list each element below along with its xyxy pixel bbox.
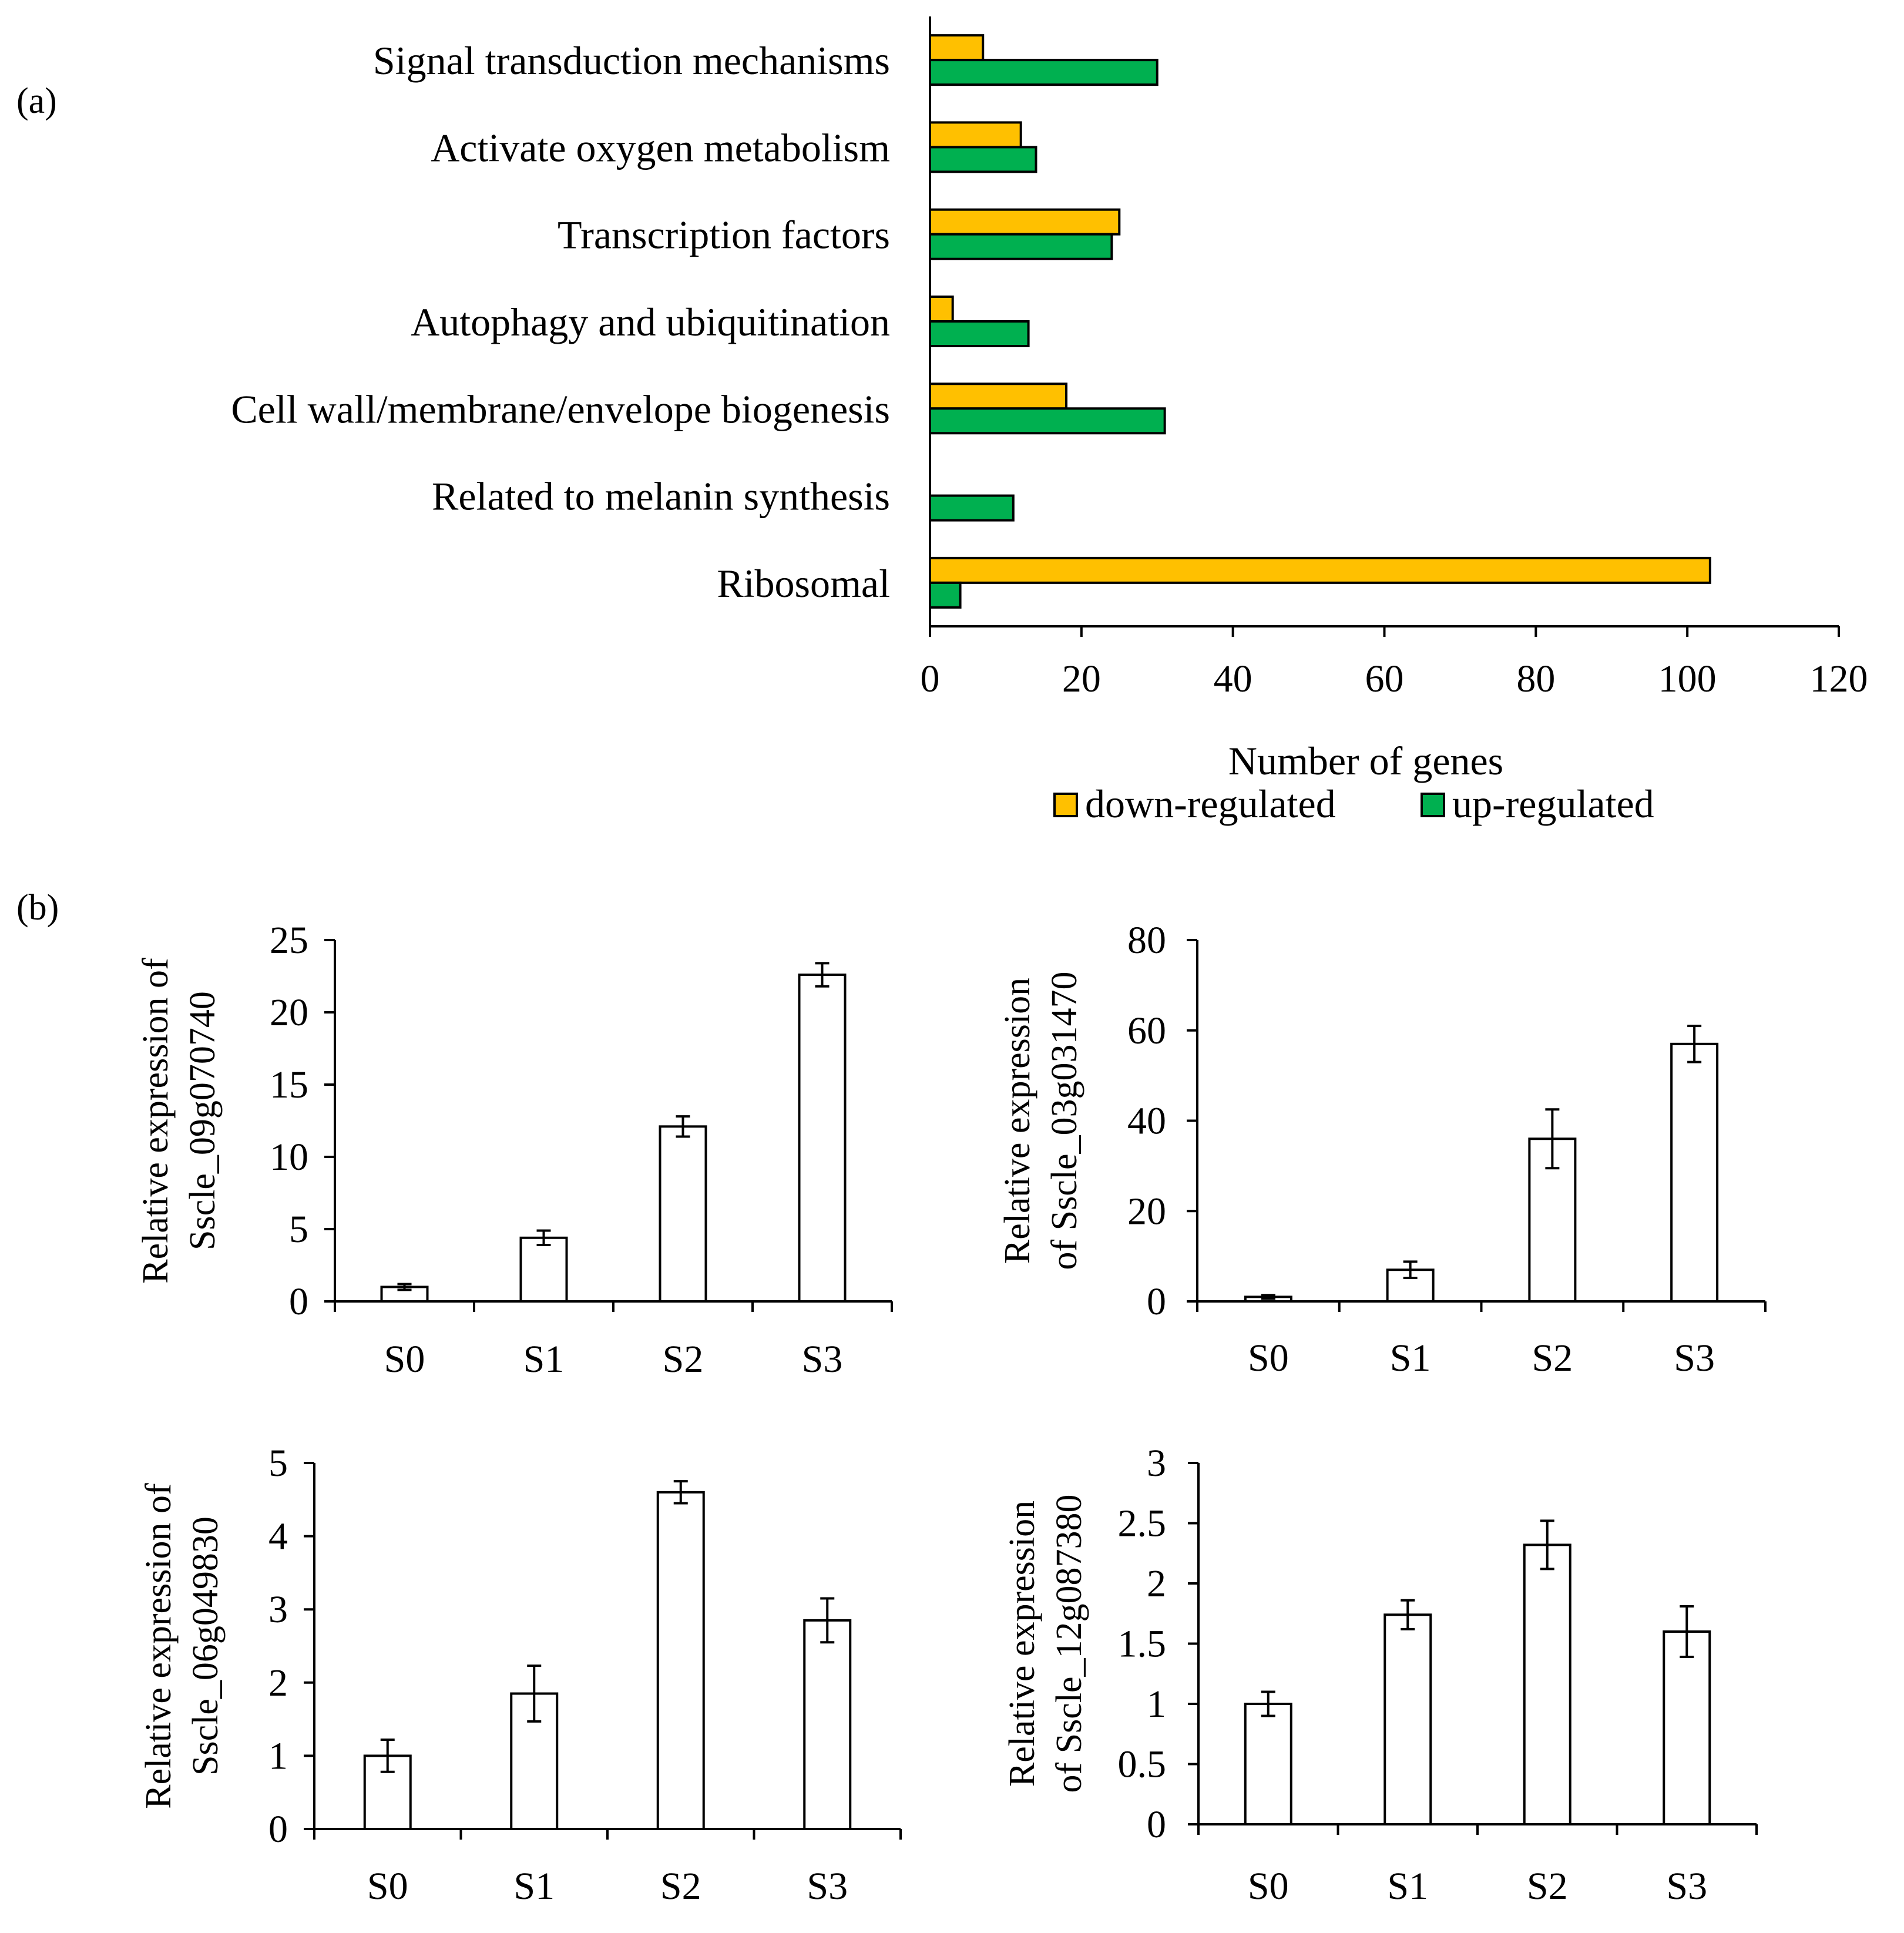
x-tick-label: S0 xyxy=(1248,1337,1289,1380)
y-tick-label: 15 xyxy=(270,1063,308,1106)
expression-chart-06g049830: 0 1 2 3 4 5 S0 S1 S2 S3 Relative expression of Sscl… xyxy=(139,1442,902,1908)
bar-up-regulated xyxy=(929,407,1166,435)
y-tick-label: 40 xyxy=(1127,1100,1166,1143)
x-tick-label: S1 xyxy=(513,1865,555,1908)
x-tick-label: S1 xyxy=(1387,1865,1428,1908)
y-axis-title: Relative expression xyxy=(998,978,1037,1264)
y-axis-title: of Sscle_12g087380 xyxy=(1049,1494,1089,1793)
x-tick-label: 80 xyxy=(1516,657,1555,700)
y-tick-label: 4 xyxy=(268,1515,288,1558)
y-axis-title: Relative expression of xyxy=(136,958,176,1284)
category-label: Transcription factors xyxy=(558,213,890,257)
y-axis-title: of Sscle_03g031470 xyxy=(1045,971,1084,1270)
x-tick-label: 100 xyxy=(1658,657,1717,700)
x-tick-label: 60 xyxy=(1365,657,1404,700)
bar xyxy=(803,1619,852,1830)
bar xyxy=(1670,1042,1719,1303)
y-tick-label: 2 xyxy=(268,1662,288,1704)
y-tick-label: 2 xyxy=(1147,1562,1166,1605)
bar-down-regulated xyxy=(929,556,1711,584)
x-tick-label: S3 xyxy=(807,1865,848,1908)
y-axis-title: Relative expression of xyxy=(139,1483,179,1809)
legend-swatch xyxy=(1421,793,1445,817)
y-tick-label: 0 xyxy=(289,1280,308,1323)
category-label: Related to melanin synthesis xyxy=(432,474,890,519)
bar-up-regulated xyxy=(929,146,1037,173)
y-tick-label: 5 xyxy=(289,1208,308,1251)
bar xyxy=(1523,1543,1571,1825)
y-tick-label: 20 xyxy=(1127,1190,1166,1233)
y-tick-label: 3 xyxy=(1147,1442,1166,1485)
y-tick-label: 10 xyxy=(270,1136,308,1179)
y-axis-title: Sscle_09g070740 xyxy=(183,991,223,1250)
y-tick-label: 1 xyxy=(1147,1683,1166,1726)
y-tick-label: 80 xyxy=(1127,919,1166,962)
x-tick-label: S2 xyxy=(1532,1337,1573,1380)
legend-label: down-regulated xyxy=(1085,781,1336,826)
y-tick-label: 0 xyxy=(268,1808,288,1851)
expression-chart-03g031470: 0 20 40 60 80 S0 S1 S2 S3 Relative expression of S… xyxy=(998,919,1767,1380)
y-tick-label: 0.5 xyxy=(1118,1743,1167,1786)
category-label: Activate oxygen metabolism xyxy=(431,125,890,170)
bar xyxy=(1244,1703,1292,1825)
bar-down-regulated xyxy=(929,34,985,62)
x-tick-label: S1 xyxy=(523,1338,565,1381)
x-tick-label: S0 xyxy=(367,1865,408,1908)
bar-up-regulated xyxy=(929,581,962,609)
x-tick-label: S3 xyxy=(1666,1865,1707,1908)
y-tick-label: 0 xyxy=(1147,1803,1166,1846)
bar-down-regulated xyxy=(929,382,1068,410)
bar xyxy=(1663,1630,1711,1825)
x-tick-label: 20 xyxy=(1062,657,1101,700)
y-tick-label: 3 xyxy=(268,1588,288,1631)
x-tick-label: 0 xyxy=(921,657,940,700)
x-tick-label: S0 xyxy=(384,1338,425,1381)
y-tick-label: 60 xyxy=(1127,1009,1166,1052)
y-tick-label: 20 xyxy=(270,991,308,1034)
y-axis-title: Sscle_06g049830 xyxy=(186,1516,226,1776)
bar xyxy=(798,974,847,1303)
panel-a-label: (a) xyxy=(16,81,57,121)
x-tick-label: S3 xyxy=(802,1338,843,1381)
x-tick-label: S2 xyxy=(1527,1865,1568,1908)
y-tick-label: 5 xyxy=(268,1442,288,1485)
bar-down-regulated xyxy=(929,208,1121,236)
bar xyxy=(1383,1613,1432,1826)
bar-up-regulated xyxy=(929,59,1158,86)
gene-category-bar-chart: Number of genes Signal transduction mech… xyxy=(231,16,1868,826)
bar-up-regulated xyxy=(929,320,1030,347)
x-tick-label: S1 xyxy=(1390,1337,1431,1380)
x-tick-label: 40 xyxy=(1214,657,1252,700)
y-tick-label: 25 xyxy=(270,919,308,962)
category-label: Cell wall/membrane/envelope biogenesis xyxy=(231,387,890,431)
y-tick-label: 1.5 xyxy=(1118,1623,1167,1666)
bar xyxy=(519,1236,568,1303)
x-tick-label: S0 xyxy=(1248,1865,1289,1908)
bar-up-regulated xyxy=(929,233,1113,260)
category-label: Autophagy and ubiquitination xyxy=(411,300,890,344)
category-label: Ribosomal xyxy=(717,561,890,606)
x-tick-label: S3 xyxy=(1674,1337,1715,1380)
bar-up-regulated xyxy=(929,494,1015,522)
panel-b-label: (b) xyxy=(16,888,59,928)
y-tick-label: 1 xyxy=(268,1734,288,1777)
x-axis-title: Number of genes xyxy=(1228,739,1503,783)
bar xyxy=(659,1125,707,1303)
expression-chart-12g087380: 0 0.5 1 1.5 2 2.5 3 S0 S1 S2 S3 Relative expression… xyxy=(1002,1442,1758,1908)
bar xyxy=(656,1491,705,1831)
x-tick-label: S2 xyxy=(663,1338,704,1381)
legend-swatch xyxy=(1053,793,1078,817)
expression-chart-09g070740: 0 5 10 15 20 25 S0 S1 S2 S3 Relative expression of… xyxy=(136,919,893,1381)
x-tick-label: 120 xyxy=(1810,657,1868,700)
category-label: Signal transduction mechanisms xyxy=(373,38,890,83)
bar-down-regulated xyxy=(929,296,954,323)
y-axis-title: Relative expression xyxy=(1002,1501,1042,1787)
y-tick-label: 2.5 xyxy=(1118,1502,1167,1545)
x-tick-label: S2 xyxy=(660,1865,701,1908)
y-tick-label: 0 xyxy=(1147,1280,1166,1323)
legend-label: up-regulated xyxy=(1452,781,1654,826)
bar-down-regulated xyxy=(929,121,1022,149)
